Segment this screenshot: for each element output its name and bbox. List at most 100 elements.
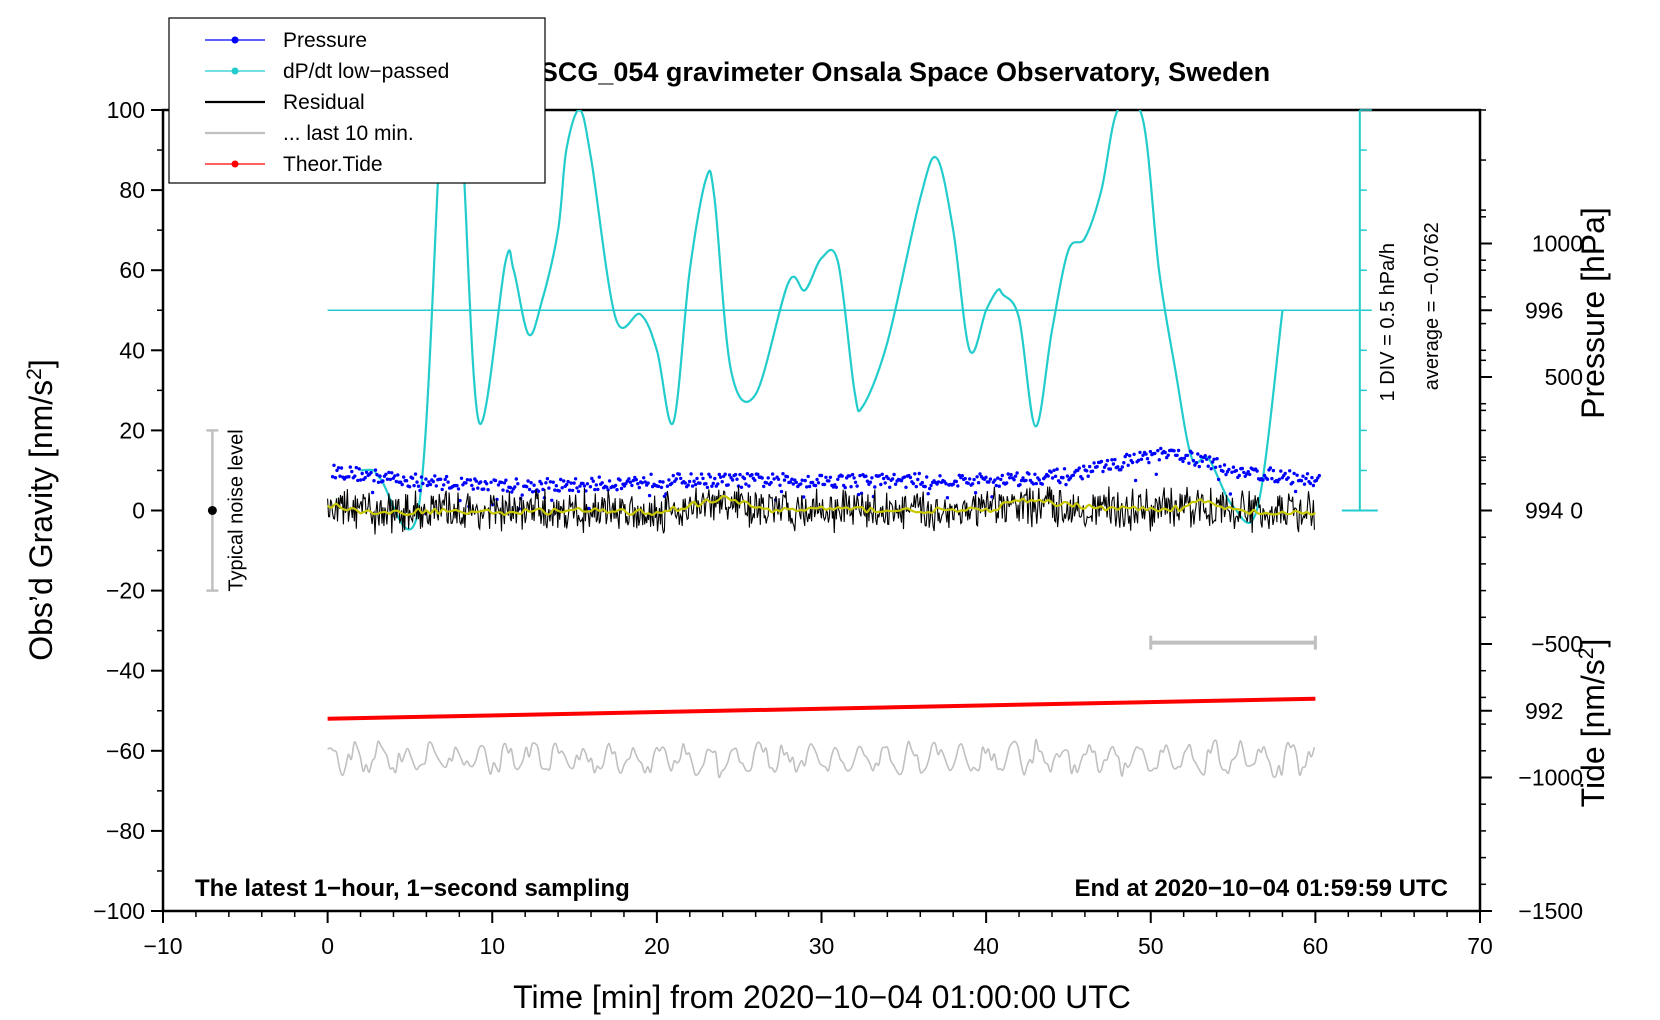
pressure-point: [356, 478, 360, 483]
pressure-point: [750, 473, 754, 477]
pressure-point: [670, 481, 674, 485]
pressure-point: [373, 468, 378, 472]
pressure-point: [529, 481, 533, 485]
pressure-point: [1005, 481, 1009, 485]
pressure-point: [545, 477, 550, 481]
pressure-point: [683, 481, 687, 485]
pressure-point: [849, 485, 853, 489]
pressure-point: [1027, 472, 1031, 476]
pressure-point: [1092, 461, 1096, 465]
pressure-point: [886, 476, 890, 481]
pressure-point: [1292, 471, 1296, 476]
pressure-point: [566, 479, 570, 484]
legend-label: dP/dt low−passed: [283, 60, 449, 83]
pressure-point: [966, 481, 970, 485]
pressure-point: [640, 481, 644, 485]
pressure-point: [916, 477, 920, 482]
tide-tick-label: 500: [1545, 364, 1583, 390]
pressure-point: [1086, 474, 1090, 478]
pressure-point: [504, 478, 508, 482]
pressure-point: [372, 479, 376, 483]
pressure-point: [1268, 466, 1273, 470]
x-tick-label: 60: [1303, 933, 1329, 959]
pressure-point: [593, 487, 597, 492]
pressure-point: [1224, 472, 1228, 477]
pressure-point: [370, 490, 375, 495]
tide-tick-label: 0: [1570, 498, 1583, 524]
pressure-point: [470, 483, 474, 488]
pressure-point: [627, 477, 631, 481]
pressure-point: [400, 482, 404, 487]
pressure-point: [530, 490, 535, 494]
x-tick-label: 10: [479, 933, 505, 959]
pressure-point: [908, 475, 913, 480]
pressure-point: [987, 480, 991, 484]
pressure-point: [951, 482, 956, 486]
pressure-point: [1021, 476, 1025, 480]
pressure-point: [394, 479, 398, 484]
pressure-point: [493, 478, 498, 483]
pressure-point: [858, 473, 862, 478]
pressure-point: [431, 479, 435, 484]
pressure-point: [1308, 481, 1313, 486]
pressure-point: [335, 468, 339, 473]
pressure-point: [807, 484, 812, 489]
x-axis-title: Time [min] from 2020−10−04 01:00:00 UTC: [513, 979, 1131, 1015]
pressure-point: [1279, 469, 1283, 473]
pressure-point: [1237, 473, 1242, 478]
pressure-point: [573, 477, 578, 481]
pressure-point: [713, 476, 717, 481]
pressure-point: [1088, 464, 1092, 469]
pressure-point: [360, 471, 364, 476]
y-axis-title-left: Obs’d Gravity [nm/s2]: [23, 359, 60, 661]
pressure-point: [565, 482, 569, 487]
pressure-point: [582, 484, 587, 488]
pressure-point: [607, 479, 612, 483]
pressure-point: [442, 483, 446, 487]
pressure-point: [596, 487, 600, 492]
pressure-point: [827, 479, 831, 483]
pressure-point: [1013, 474, 1018, 478]
pressure-point: [434, 484, 438, 488]
pressure-point: [772, 477, 776, 481]
pressure-point: [1064, 482, 1068, 487]
pressure-point: [1132, 452, 1136, 456]
y-axis-ticks: −100 −80 −60 −40 −20 0 20 40 60 80 100: [93, 97, 163, 924]
pressure-point: [708, 475, 713, 479]
pressure-point: [339, 466, 344, 470]
pressure-point: [619, 486, 624, 491]
pressure-point: [1071, 473, 1076, 477]
pressure-point: [642, 476, 646, 480]
pressure-point: [465, 478, 470, 482]
pressure-point: [1283, 471, 1287, 476]
pressure-point: [984, 475, 988, 479]
pressure-point: [745, 472, 750, 476]
pressure-point: [976, 481, 981, 485]
pressure-point: [1206, 464, 1210, 468]
pressure-point: [1031, 482, 1036, 486]
pressure-point: [444, 474, 449, 479]
pressure-point: [541, 487, 545, 492]
pressure-point: [1082, 464, 1086, 468]
pressure-point: [744, 482, 748, 486]
pressure-point: [364, 470, 369, 474]
pressure-point: [890, 477, 895, 481]
pressure-point: [1277, 477, 1282, 481]
x-tick-label: 20: [644, 933, 670, 959]
pressure-point: [548, 480, 553, 484]
pressure-point: [762, 484, 766, 489]
pressure-point: [738, 472, 742, 477]
pressure-point: [805, 485, 809, 489]
pressure-point: [975, 475, 979, 479]
pressure-point: [393, 474, 397, 478]
pressure-point: [1191, 458, 1196, 463]
dpdt-div-label: 1 DIV = 0.5 hPa/h: [1377, 243, 1399, 401]
pressure-point: [1024, 478, 1028, 483]
pressure-point: [760, 476, 764, 480]
pressure-point: [778, 483, 782, 487]
pressure-point: [513, 485, 517, 489]
pressure-point: [701, 476, 705, 481]
pressure-point: [1301, 474, 1305, 478]
pressure-point: [1240, 466, 1245, 471]
pressure-point: [581, 481, 585, 486]
